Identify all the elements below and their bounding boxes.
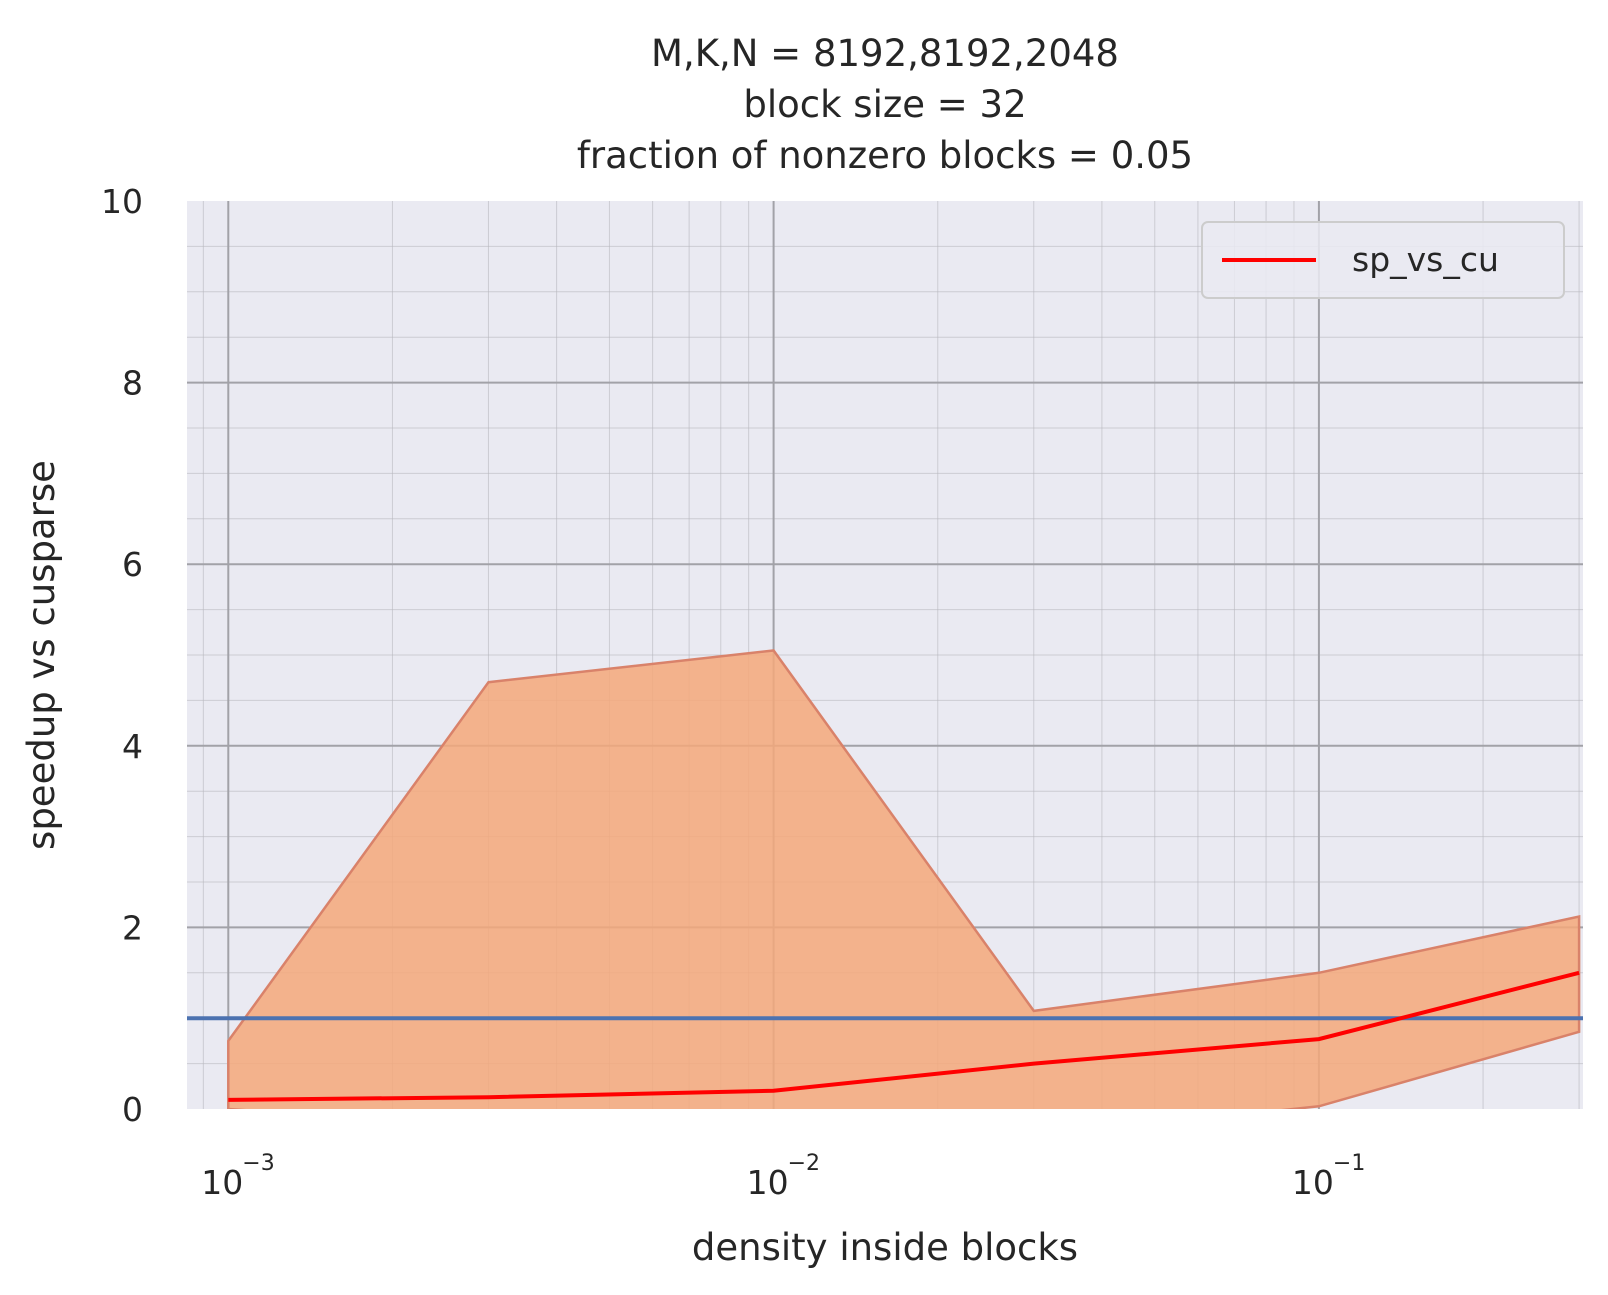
legend-label-sp-vs-cu: sp_vs_cu <box>1352 240 1499 279</box>
legend-box <box>1201 221 1565 299</box>
confidence-band <box>227 649 1581 1109</box>
x-tick-label: 10 −3 <box>201 1151 274 1202</box>
x-tick-exponent: −1 <box>1333 1151 1365 1176</box>
x-tick-exponent: −2 <box>788 1151 820 1176</box>
title-line-3: fraction of nonzero blocks = 0.05 <box>577 134 1193 177</box>
y-tick-label: 8 <box>122 364 143 403</box>
title-line-1: M,K,N = 8192,8192,2048 <box>651 32 1119 75</box>
x-tick-label: 10 −1 <box>1292 1151 1365 1202</box>
chart-title: M,K,N = 8192,8192,2048 block size = 32 f… <box>577 32 1193 177</box>
y-tick-label: 6 <box>122 545 143 584</box>
title-line-2: block size = 32 <box>743 83 1026 126</box>
y-tick-label: 10 <box>101 182 143 221</box>
y-tick-label: 0 <box>122 1090 143 1129</box>
x-tick-exponent: −3 <box>242 1151 274 1176</box>
y-axis-label: speedup vs cusparse <box>20 460 63 850</box>
x-tick-base: 10 <box>1292 1163 1334 1202</box>
y-tick-labels: 0 2 4 6 8 10 <box>101 182 143 1129</box>
x-tick-label: 10 −2 <box>747 1151 820 1202</box>
series-line-sp-vs-cu <box>228 970 1580 1102</box>
x-tick-base: 10 <box>747 1163 789 1202</box>
y-tick-label: 4 <box>122 727 143 766</box>
legend: sp_vs_cu <box>1201 221 1565 299</box>
x-tick-base: 10 <box>201 1163 243 1202</box>
x-axis-label: density inside blocks <box>692 1226 1078 1269</box>
x-tick-labels: 10 −3 10 −2 10 −1 <box>201 1151 1365 1202</box>
y-tick-label: 2 <box>122 908 143 947</box>
